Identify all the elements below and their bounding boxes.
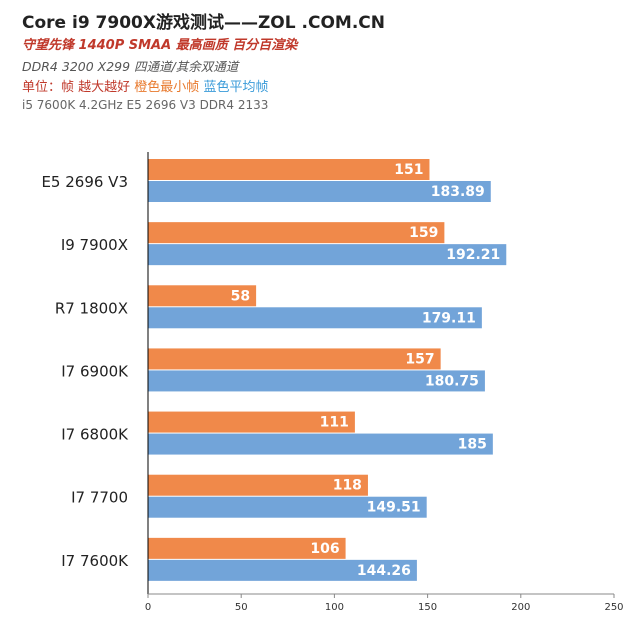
min-fps-value-label: 159 — [409, 225, 438, 241]
avg-fps-bar — [148, 244, 507, 266]
min-fps-value-label: 118 — [333, 478, 362, 494]
avg-fps-value-label: 192.21 — [446, 247, 500, 263]
avg-fps-bar — [148, 559, 417, 581]
memory-config: DDR4 3200 X299 四通道/其余双通道 — [22, 59, 239, 74]
x-tick-label: 200 — [511, 602, 530, 613]
unit-label: 单位：帧 越大越好 — [22, 80, 131, 95]
avg-fps-value-label: 183.89 — [431, 184, 485, 200]
avg-fps-value-label: 180.75 — [425, 373, 479, 389]
avg-fps-value-label: 144.26 — [357, 563, 411, 579]
legend-avg-fps: 蓝色平均帧 — [203, 80, 269, 95]
x-tick-label: 150 — [418, 602, 437, 613]
x-tick-label: 250 — [604, 602, 623, 613]
category-label: I7 7600K — [61, 552, 129, 570]
min-fps-bar — [148, 474, 368, 496]
min-fps-value-label: 151 — [394, 162, 423, 178]
min-fps-value-label: 106 — [310, 541, 339, 557]
x-tick-label: 100 — [325, 602, 344, 613]
category-label: I9 7900X — [61, 236, 128, 254]
avg-fps-value-label: 179.11 — [422, 310, 476, 326]
min-fps-bar — [148, 285, 257, 307]
avg-fps-bar — [148, 496, 427, 518]
min-fps-bar — [148, 348, 441, 370]
category-label: R7 1800X — [55, 299, 128, 317]
platform-note: i5 7600K 4.2GHz E5 2696 V3 DDR4 2133 — [22, 98, 269, 112]
category-label: I7 7700 — [71, 489, 128, 507]
avg-fps-bar — [148, 181, 491, 202]
avg-fps-bar — [148, 370, 485, 392]
chart-title: Core i9 7900X游戏测试——ZOL .COM.CN — [22, 13, 385, 33]
min-fps-value-label: 157 — [405, 351, 434, 367]
x-tick-label: 0 — [145, 602, 151, 613]
test-settings: 守望先锋 1440P SMAA 最高画质 百分百渲染 — [22, 38, 298, 53]
min-fps-bar — [148, 159, 430, 180]
category-label: I7 6900K — [61, 362, 129, 380]
min-fps-value-label: 111 — [320, 415, 349, 431]
min-fps-bar — [148, 411, 355, 433]
category-label: E5 2696 V3 — [41, 173, 128, 191]
avg-fps-bar — [148, 307, 482, 329]
avg-fps-value-label: 149.51 — [367, 500, 421, 516]
category-label: I7 6800K — [61, 426, 129, 444]
min-fps-value-label: 58 — [231, 288, 250, 304]
x-tick-label: 50 — [235, 602, 248, 613]
avg-fps-value-label: 185 — [458, 437, 487, 453]
legend-line: 单位：帧 越大越好 橙色最小帧 蓝色平均帧 — [22, 76, 268, 95]
legend-min-fps: 橙色最小帧 — [134, 80, 200, 95]
min-fps-bar — [148, 537, 346, 559]
avg-fps-bar — [148, 433, 493, 455]
min-fps-bar — [148, 222, 445, 244]
